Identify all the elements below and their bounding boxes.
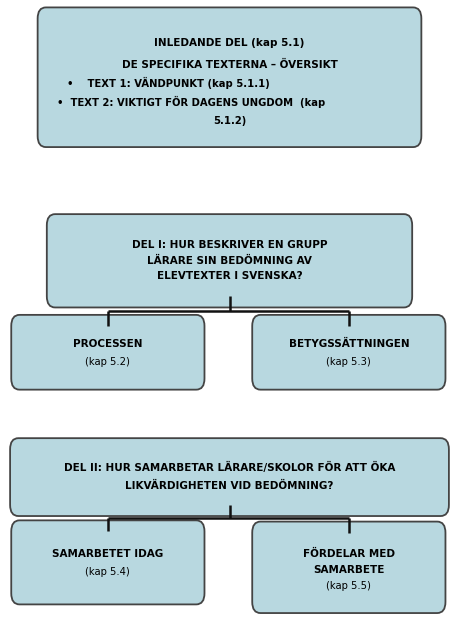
FancyBboxPatch shape bbox=[252, 315, 445, 390]
Text: DEL I: HUR BESKRIVER EN GRUPP: DEL I: HUR BESKRIVER EN GRUPP bbox=[132, 240, 327, 250]
FancyBboxPatch shape bbox=[10, 438, 449, 516]
Text: (kap 5.4): (kap 5.4) bbox=[85, 567, 130, 577]
Text: DE SPECIFIKA TEXTERNA – ÖVERSIKT: DE SPECIFIKA TEXTERNA – ÖVERSIKT bbox=[122, 60, 337, 70]
Text: SAMARBETET IDAG: SAMARBETET IDAG bbox=[52, 549, 163, 559]
Text: FÖRDELAR MED: FÖRDELAR MED bbox=[303, 549, 395, 559]
Text: (kap 5.3): (kap 5.3) bbox=[326, 357, 371, 366]
Text: (kap 5.2): (kap 5.2) bbox=[85, 357, 130, 366]
Text: LIKVÄRDIGHETEN VID BEDÖMNING?: LIKVÄRDIGHETEN VID BEDÖMNING? bbox=[125, 481, 334, 491]
Text: 5.1.2): 5.1.2) bbox=[213, 116, 246, 125]
Text: •    TEXT 1: VÄNDPUNKT (kap 5.1.1): • TEXT 1: VÄNDPUNKT (kap 5.1.1) bbox=[67, 77, 269, 90]
FancyBboxPatch shape bbox=[11, 315, 204, 390]
Text: LÄRARE SIN BEDÖMNING AV: LÄRARE SIN BEDÖMNING AV bbox=[147, 256, 312, 266]
Text: BETYGSSÄTTNINGEN: BETYGSSÄTTNINGEN bbox=[289, 339, 409, 349]
FancyBboxPatch shape bbox=[38, 7, 421, 147]
Text: (kap 5.5): (kap 5.5) bbox=[326, 581, 371, 591]
Text: PROCESSEN: PROCESSEN bbox=[73, 339, 143, 349]
Text: ELEVTEXTER I SVENSKA?: ELEVTEXTER I SVENSKA? bbox=[157, 271, 302, 281]
FancyBboxPatch shape bbox=[11, 520, 204, 604]
FancyBboxPatch shape bbox=[47, 214, 412, 308]
Text: SAMARBETE: SAMARBETE bbox=[313, 565, 385, 575]
Text: •  TEXT 2: VIKTIGT FÖR DAGENS UNGDOM  (kap: • TEXT 2: VIKTIGT FÖR DAGENS UNGDOM (kap bbox=[57, 96, 325, 108]
FancyBboxPatch shape bbox=[252, 522, 445, 613]
Text: DEL II: HUR SAMARBETAR LÄRARE/SKOLOR FÖR ATT ÖKA: DEL II: HUR SAMARBETAR LÄRARE/SKOLOR FÖR… bbox=[64, 462, 395, 473]
Text: INLEDANDE DEL (kap 5.1): INLEDANDE DEL (kap 5.1) bbox=[154, 38, 305, 48]
